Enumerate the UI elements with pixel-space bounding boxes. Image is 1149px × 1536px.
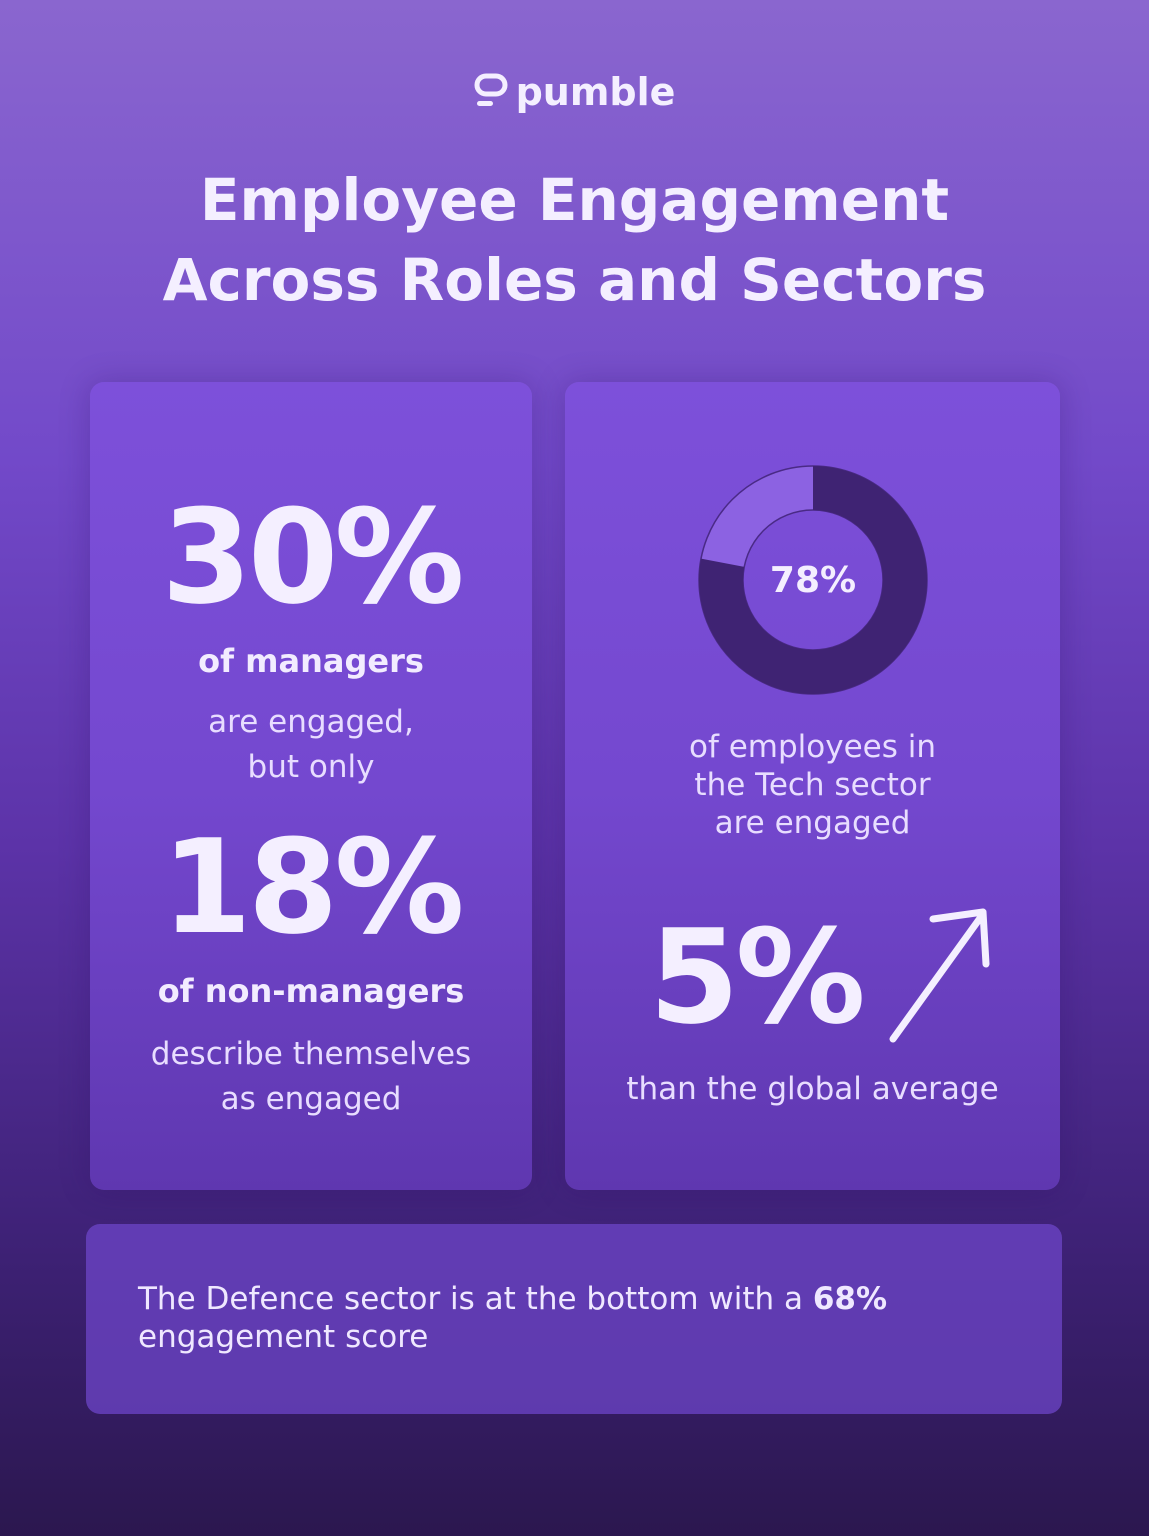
text-line: are engaged — [714, 805, 911, 841]
stat: 5% — [649, 901, 866, 1053]
stat-text: are engaged, but only — [90, 700, 532, 790]
left-card: 30% of managers are engaged, but only 18… — [90, 382, 532, 1190]
brand-name: pumble — [515, 70, 676, 114]
text: engagement score — [138, 1319, 429, 1355]
title-line: Across Roles and Sectors — [162, 246, 987, 314]
bottom-card: The Defence sector is at the bottom with… — [86, 1224, 1062, 1414]
stat-label: of non-managers — [157, 972, 465, 1010]
stat: 30% — [161, 481, 464, 633]
arrow-up-icon — [889, 908, 990, 1043]
text-line: but only — [247, 749, 375, 785]
text-line: are engaged, — [208, 704, 414, 740]
donut-text: of employees in the Tech sector are enga… — [565, 728, 1060, 842]
highlight: 68% — [812, 1281, 888, 1317]
bottom-text: The Defence sector is at the bottom with… — [138, 1280, 938, 1356]
text-line: describe themselves — [150, 1036, 472, 1072]
right-card: 78% of employees in the Tech sector are … — [565, 382, 1060, 1190]
text: The Defence sector is at the bottom with… — [138, 1281, 813, 1317]
brand-logo — [474, 73, 508, 106]
donut-chart: 78% — [698, 465, 928, 695]
title-line: Employee Engagement — [199, 166, 950, 234]
donut-segment — [699, 466, 927, 694]
stat-text: than the global average — [626, 1071, 999, 1107]
stat-text: describe themselves as engaged — [90, 1032, 532, 1122]
text-line: of employees in — [688, 729, 937, 765]
brand: pumble — [0, 70, 1149, 114]
stat-label: of managers — [198, 642, 424, 680]
donut-label: 78% — [770, 560, 856, 601]
stat: 18% — [161, 811, 464, 963]
text-line: as engaged — [220, 1081, 402, 1117]
text-line: the Tech sector — [694, 767, 931, 803]
title: Employee Engagement Across Roles and Sec… — [0, 160, 1149, 320]
